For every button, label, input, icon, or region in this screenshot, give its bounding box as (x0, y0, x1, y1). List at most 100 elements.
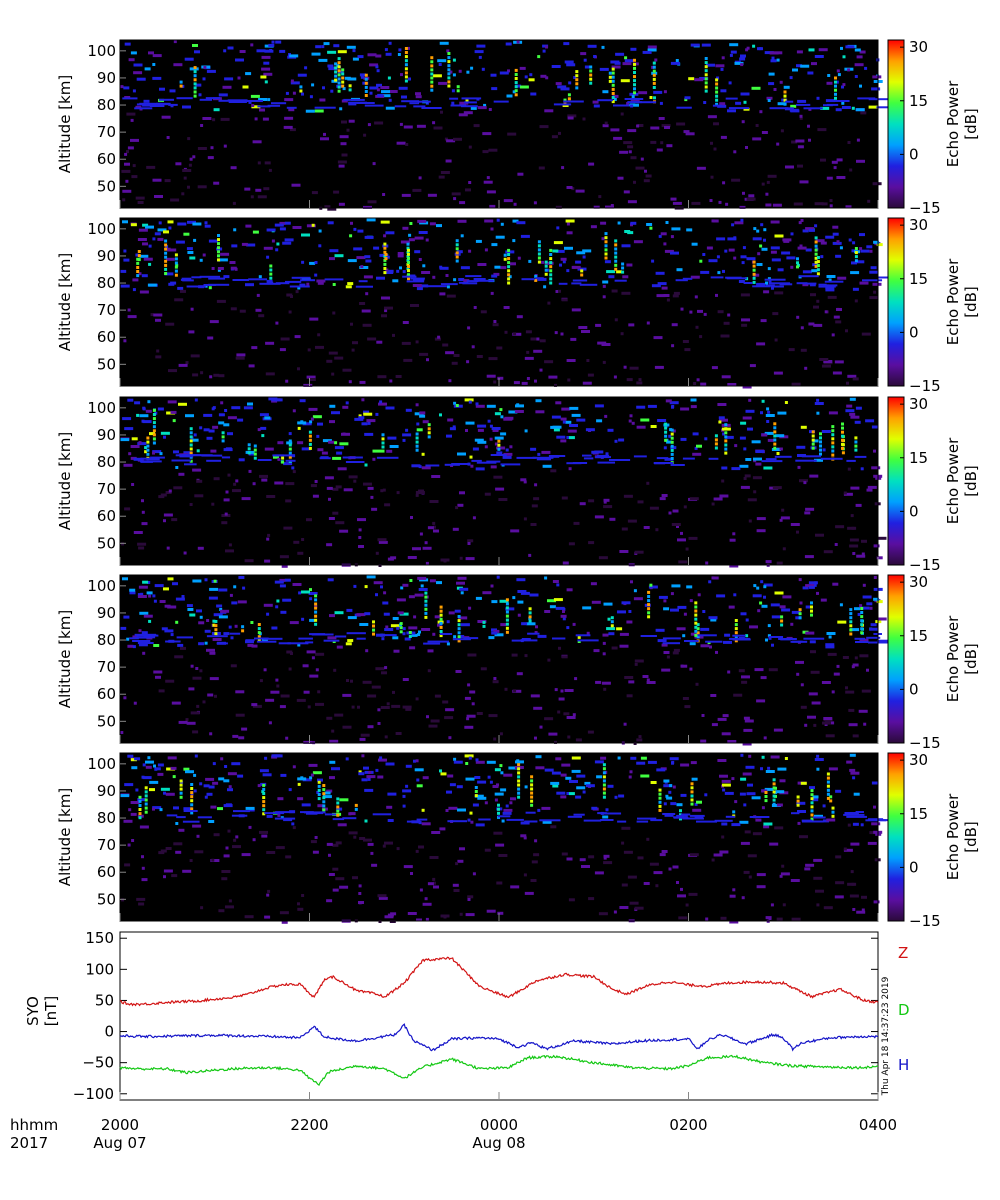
echo-cell (813, 323, 823, 327)
echo-cell (839, 603, 843, 607)
echo-cell (529, 593, 539, 597)
echo-cell (796, 801, 806, 805)
echo-cell (203, 428, 210, 432)
echo-cell (588, 541, 595, 545)
echo-cell (800, 705, 807, 709)
echo-cell (831, 160, 838, 164)
echo-cell (138, 228, 148, 232)
echo-cell (449, 427, 456, 431)
echo-cell (797, 99, 807, 103)
echo-cell (759, 601, 763, 605)
echo-cell (275, 846, 285, 850)
echo-column-cell (829, 799, 833, 803)
echo-cell (279, 348, 286, 352)
echo-cell (220, 609, 230, 613)
echo-cell (167, 756, 177, 760)
echo-cell (183, 232, 190, 236)
echo-cell (771, 56, 775, 60)
echo-cell (766, 180, 770, 184)
echo-cell (681, 664, 688, 668)
echo-cell (856, 138, 860, 142)
echo-cell (345, 757, 349, 761)
echo-cell (512, 689, 522, 693)
echo-cell (748, 398, 752, 402)
colorbar-gradient (887, 752, 905, 922)
echo-cell (279, 49, 286, 53)
echo-cell (816, 754, 820, 758)
echo-cell (438, 81, 448, 85)
echo-column-cell (780, 623, 784, 627)
echo-cell (561, 298, 568, 302)
echo-cell (517, 600, 524, 604)
echo-column-cell (734, 639, 738, 643)
echo-cell (852, 287, 859, 291)
echo-cell (569, 406, 579, 410)
echo-column-cell (704, 65, 708, 69)
echo-cell (206, 619, 210, 622)
echo-cell (171, 518, 178, 522)
echo-cell (799, 116, 803, 120)
echo-cell (617, 610, 626, 614)
colorbar-tick-label: 30 (909, 751, 928, 769)
echo-cell (649, 226, 653, 230)
echo-cell (854, 607, 860, 611)
y-tick-label: 70 (97, 836, 116, 854)
echo-cell (818, 48, 828, 52)
echo-column-cell (314, 598, 318, 602)
echo-cell (172, 419, 176, 423)
echo-cell (451, 101, 455, 105)
echo-cell (132, 288, 136, 292)
echo-cell (582, 606, 592, 610)
echo-cell (710, 141, 713, 145)
echo-cell (152, 594, 156, 598)
echo-column-cell (406, 267, 410, 271)
echo-cell (800, 219, 804, 222)
echo-cell (585, 784, 595, 788)
echo-cell (642, 50, 652, 54)
echo-column-cell (503, 253, 507, 257)
echo-cell (526, 350, 530, 354)
echo-cell (147, 283, 157, 287)
echo-cell (767, 634, 771, 638)
echo-column-cell (383, 258, 387, 262)
echo-cell (362, 680, 372, 684)
echo-cell (763, 466, 773, 470)
echo-cell (816, 903, 820, 907)
echo-cell (487, 775, 491, 779)
echo-cell (453, 197, 457, 201)
echo-cell (484, 492, 491, 496)
echo-column-cell (611, 75, 615, 79)
echo-cell (377, 775, 384, 779)
echo-cell (856, 159, 865, 163)
echo-cell (311, 83, 315, 87)
x-tick-time: 0200 (669, 1116, 707, 1134)
echo-column-cell (322, 800, 326, 804)
echo-cell (402, 270, 406, 274)
echo-cell (676, 525, 679, 528)
echo-layer-cell (803, 107, 823, 110)
echo-cell (823, 360, 833, 363)
echo-column-cell (497, 447, 501, 451)
echo-cell (177, 643, 184, 647)
echo-cell (499, 764, 503, 768)
echo-cell (682, 634, 686, 638)
echo-cell (439, 413, 442, 417)
echo-cell (836, 69, 840, 73)
echo-cell (523, 517, 527, 521)
echo-cell (358, 892, 362, 895)
echo-cell (328, 517, 335, 520)
echo-column-cell (269, 264, 273, 268)
echo-column-cell (704, 73, 708, 77)
echo-cell (623, 722, 627, 726)
echo-cell (808, 585, 815, 589)
echo-cell (315, 702, 324, 706)
echo-cell (383, 234, 387, 238)
series-line-H (119, 1023, 879, 1052)
echo-cell (434, 337, 441, 341)
echo-cell (303, 740, 313, 744)
echo-cell (401, 341, 411, 345)
echo-cell (166, 136, 170, 139)
echo-cell (147, 581, 151, 584)
echo-cell (805, 507, 815, 511)
echo-cell (439, 769, 442, 773)
